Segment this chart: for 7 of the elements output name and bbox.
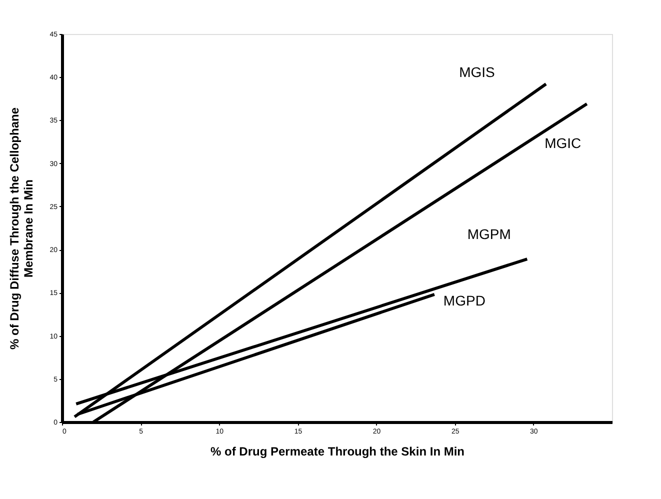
series-label: MGIC <box>544 134 582 151</box>
series-label: MGPM <box>467 226 511 242</box>
text: Membrane In Min <box>22 179 36 278</box>
series-label: MGPD <box>443 292 486 308</box>
x-axis-title: % of Drug Permeate Through the Skin In Min <box>210 444 465 458</box>
text: MGIS <box>459 64 495 80</box>
text: % of Drug Diffuse Through the Cellophane <box>8 108 22 350</box>
